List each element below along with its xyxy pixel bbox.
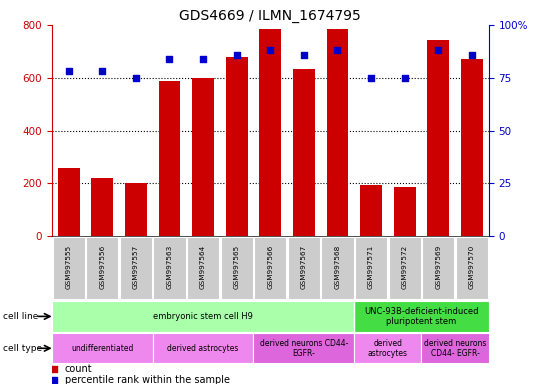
Point xyxy=(286,346,294,352)
Text: cell type: cell type xyxy=(3,344,42,353)
Text: percentile rank within the sample: percentile rank within the sample xyxy=(65,376,230,384)
Text: GSM997568: GSM997568 xyxy=(335,245,341,289)
Point xyxy=(165,56,174,62)
Point xyxy=(286,245,294,252)
Bar xyxy=(221,237,253,299)
Text: GSM997564: GSM997564 xyxy=(200,245,206,289)
Bar xyxy=(354,333,422,363)
Bar xyxy=(153,237,186,299)
Bar xyxy=(322,237,354,299)
Bar xyxy=(327,29,348,236)
Bar xyxy=(389,237,421,299)
Bar xyxy=(52,333,153,363)
Text: cell line: cell line xyxy=(3,312,38,321)
Bar xyxy=(225,56,247,236)
Point xyxy=(266,47,275,53)
Point xyxy=(64,68,73,74)
Title: GDS4669 / ILMN_1674795: GDS4669 / ILMN_1674795 xyxy=(180,8,361,23)
Bar xyxy=(456,237,488,299)
Bar xyxy=(288,237,320,299)
Bar xyxy=(293,68,315,236)
Point xyxy=(333,47,342,53)
Bar xyxy=(354,301,489,331)
Text: GSM997571: GSM997571 xyxy=(368,245,374,289)
Text: GSM997566: GSM997566 xyxy=(268,245,273,289)
Bar xyxy=(422,333,489,363)
Bar xyxy=(360,185,382,236)
Bar xyxy=(52,237,85,299)
Bar xyxy=(58,168,80,236)
Bar xyxy=(428,40,449,236)
Text: embryonic stem cell H9: embryonic stem cell H9 xyxy=(153,312,253,321)
Bar xyxy=(259,29,281,236)
Bar xyxy=(461,59,483,236)
Text: GSM997570: GSM997570 xyxy=(469,245,475,289)
Bar xyxy=(158,81,180,236)
Point xyxy=(300,51,308,58)
Bar xyxy=(253,333,354,363)
Text: GSM997555: GSM997555 xyxy=(66,245,72,289)
Bar xyxy=(125,184,147,236)
Text: derived neurons
CD44- EGFR-: derived neurons CD44- EGFR- xyxy=(424,339,486,358)
Point xyxy=(400,74,409,81)
Bar xyxy=(394,187,416,236)
Text: GSM997563: GSM997563 xyxy=(167,245,173,289)
Point xyxy=(132,74,140,81)
Bar xyxy=(120,237,152,299)
Bar xyxy=(86,237,118,299)
Point xyxy=(367,74,376,81)
Point xyxy=(199,56,207,62)
Bar xyxy=(254,237,287,299)
Point xyxy=(232,51,241,58)
Point xyxy=(98,68,106,74)
Text: derived
astrocytes: derived astrocytes xyxy=(368,339,408,358)
Point xyxy=(467,51,476,58)
Text: count: count xyxy=(65,364,93,374)
Bar xyxy=(422,237,454,299)
Text: undifferentiated: undifferentiated xyxy=(71,344,133,353)
Point xyxy=(434,47,443,53)
Text: GSM997557: GSM997557 xyxy=(133,245,139,289)
Text: derived neurons CD44-
EGFR-: derived neurons CD44- EGFR- xyxy=(260,339,348,358)
Bar xyxy=(187,237,219,299)
Text: GSM997556: GSM997556 xyxy=(99,245,105,289)
Text: GSM997569: GSM997569 xyxy=(435,245,441,289)
Text: GSM997572: GSM997572 xyxy=(402,245,408,289)
Bar xyxy=(153,333,253,363)
Bar xyxy=(192,78,214,236)
Text: UNC-93B-deficient-induced
pluripotent stem: UNC-93B-deficient-induced pluripotent st… xyxy=(364,307,479,326)
Bar xyxy=(91,177,113,236)
Text: derived astrocytes: derived astrocytes xyxy=(168,344,239,353)
Text: GSM997565: GSM997565 xyxy=(234,245,240,289)
Bar xyxy=(52,301,354,331)
Text: GSM997567: GSM997567 xyxy=(301,245,307,289)
Bar xyxy=(355,237,387,299)
